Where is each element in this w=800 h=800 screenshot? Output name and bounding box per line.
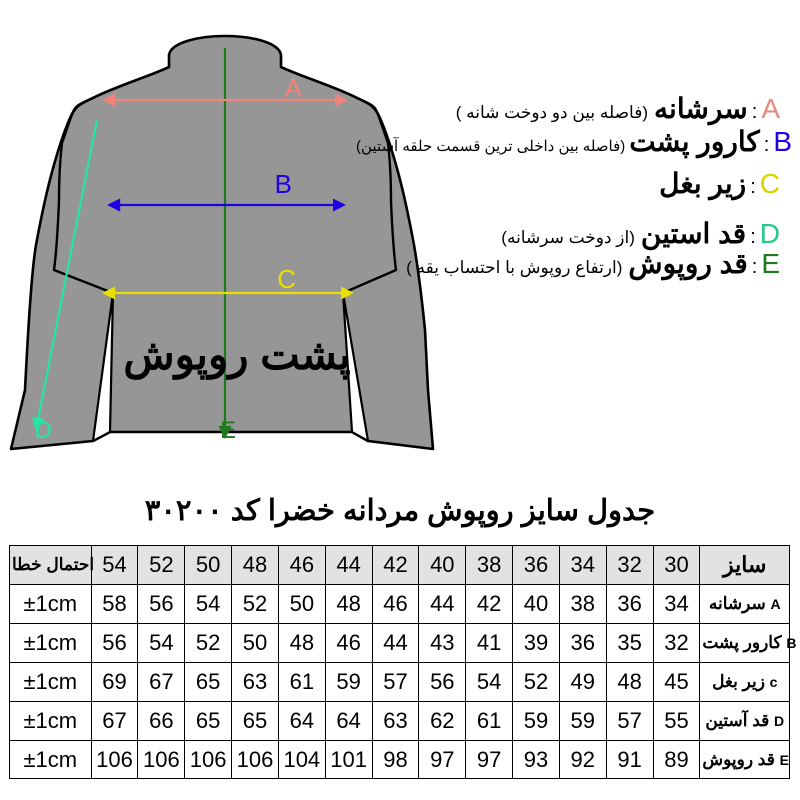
svg-text:D: D [35, 417, 52, 444]
svg-text:پشت روپوش: پشت روپوش [123, 331, 350, 380]
svg-text:E: E [220, 417, 236, 444]
